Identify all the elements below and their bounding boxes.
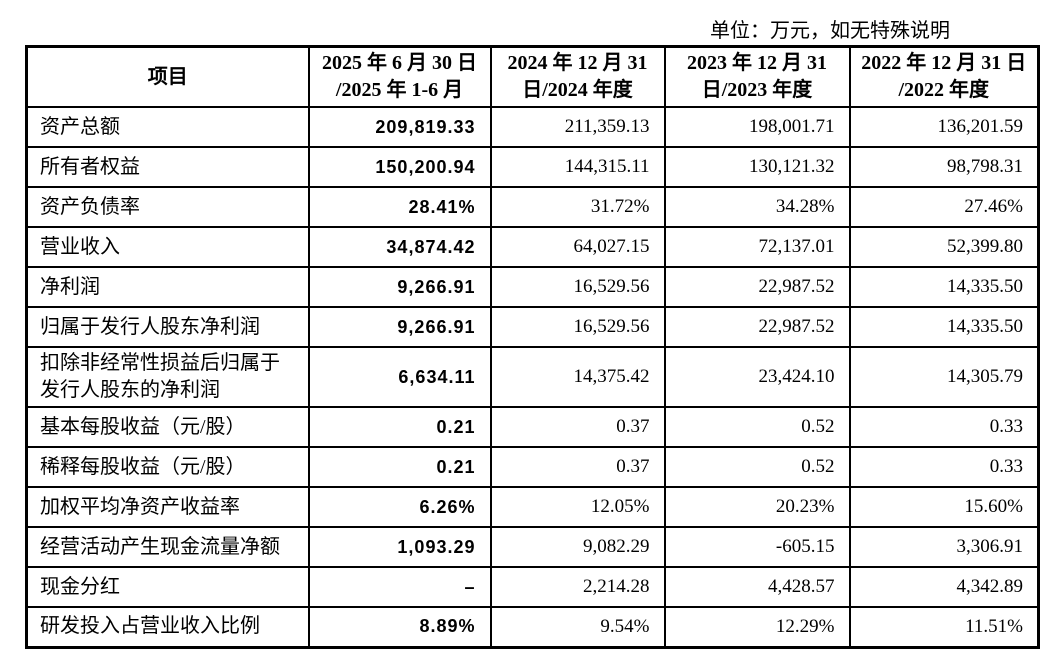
table-body: 资产总额 209,819.33 211,359.13 198,001.71 136,20… — [25, 106, 1040, 648]
row-label: 所有者权益 — [25, 146, 310, 188]
cell-2022: 52,399.80 — [848, 226, 1040, 268]
cell-2024: 2,214.28 — [489, 566, 666, 608]
cell-2025h1: 8.89% — [307, 606, 492, 648]
cell-2023: 34.28% — [663, 186, 851, 228]
cell-2024: 64,027.15 — [489, 226, 666, 268]
table-row: 所有者权益 150,200.94 144,315.11 130,121.32 98,79… — [25, 146, 1040, 188]
table-row: 归属于发行人股东净利润 9,266.91 16,529.56 22,987.52 14,… — [25, 306, 1040, 348]
cell-2023: 23,424.10 — [663, 346, 851, 408]
table-row: 加权平均净资产收益率 6.26% 12.05% 20.23% 15.60% — [25, 486, 1040, 528]
header-2024: 2024 年 12 月 31 日/2024 年度 — [489, 45, 666, 108]
cell-2024: 31.72% — [489, 186, 666, 228]
cell-2025h1: 34,874.42 — [307, 226, 492, 268]
table-row: 扣除非经常性损益后归属于 发行人股东的净利润 6,634.11 14,375.42 2… — [25, 346, 1040, 408]
row-label: 现金分红 — [25, 566, 310, 608]
row-label: 研发投入占营业收入比例 — [25, 606, 310, 648]
cell-2025h1: 150,200.94 — [307, 146, 492, 188]
cell-2023: 20.23% — [663, 486, 851, 528]
cell-2022: 15.60% — [848, 486, 1040, 528]
cell-2025h1: 9,266.91 — [307, 266, 492, 308]
row-label: 资产负债率 — [25, 186, 310, 228]
cell-2024: 9.54% — [489, 606, 666, 648]
row-label: 净利润 — [25, 266, 310, 308]
table-row: 稀释每股收益（元/股） 0.21 0.37 0.52 0.33 — [25, 446, 1040, 488]
row-label: 扣除非经常性损益后归属于 发行人股东的净利润 — [25, 346, 310, 408]
row-label: 归属于发行人股东净利润 — [25, 306, 310, 348]
row-label: 营业收入 — [25, 226, 310, 268]
cell-2022: 3,306.91 — [848, 526, 1040, 568]
row-label: 稀释每股收益（元/股） — [25, 446, 310, 488]
cell-2022: 11.51% — [848, 606, 1040, 648]
cell-2023: 22,987.52 — [663, 306, 851, 348]
cell-2024: 0.37 — [489, 446, 666, 488]
table-row: 经营活动产生现金流量净额 1,093.29 9,082.29 -605.15 3,306… — [25, 526, 1040, 568]
cell-2024: 144,315.11 — [489, 146, 666, 188]
table-row: 基本每股收益（元/股） 0.21 0.37 0.52 0.33 — [25, 406, 1040, 448]
cell-2023: 12.29% — [663, 606, 851, 648]
cell-2025h1: 6,634.11 — [307, 346, 492, 408]
cell-2025h1: 6.26% — [307, 486, 492, 528]
cell-2022: 14,335.50 — [848, 306, 1040, 348]
cell-2023: 198,001.71 — [663, 106, 851, 148]
cell-2025h1: 28.41% — [307, 186, 492, 228]
unit-note: 单位：万元，如无特殊说明 — [710, 20, 950, 42]
row-label: 资产总额 — [25, 106, 310, 148]
cell-2022: 98,798.31 — [848, 146, 1040, 188]
cell-2024: 211,359.13 — [489, 106, 666, 148]
cell-2023: 0.52 — [663, 446, 851, 488]
header-item-column: 项目 — [25, 45, 310, 108]
financial-summary-table: 项目 2025 年 6 月 30 日 /2025 年 1-6 月 2024 年 … — [25, 45, 1040, 649]
table-row: 净利润 9,266.91 16,529.56 22,987.52 14,335.50 — [25, 266, 1040, 308]
cell-2022: 27.46% — [848, 186, 1040, 228]
cell-2022: 14,305.79 — [848, 346, 1040, 408]
cell-2023: 130,121.32 — [663, 146, 851, 188]
cell-2025h1: 9,266.91 — [307, 306, 492, 348]
header-2022: 2022 年 12 月 31 日 /2022 年度 — [848, 45, 1040, 108]
cell-2024: 16,529.56 — [489, 306, 666, 348]
row-label: 经营活动产生现金流量净额 — [25, 526, 310, 568]
cell-2025h1: – — [307, 566, 492, 608]
cell-2023: 72,137.01 — [663, 226, 851, 268]
table-row: 资产负债率 28.41% 31.72% 34.28% 27.46% — [25, 186, 1040, 228]
cell-2025h1: 209,819.33 — [307, 106, 492, 148]
cell-2023: -605.15 — [663, 526, 851, 568]
cell-2022: 0.33 — [848, 406, 1040, 448]
cell-2023: 4,428.57 — [663, 566, 851, 608]
table-row: 资产总额 209,819.33 211,359.13 198,001.71 136,20… — [25, 106, 1040, 148]
row-label: 加权平均净资产收益率 — [25, 486, 310, 528]
cell-2023: 0.52 — [663, 406, 851, 448]
cell-2024: 14,375.42 — [489, 346, 666, 408]
table-row: 研发投入占营业收入比例 8.89% 9.54% 12.29% 11.51% — [25, 606, 1040, 648]
cell-2025h1: 0.21 — [307, 406, 492, 448]
cell-2024: 9,082.29 — [489, 526, 666, 568]
cell-2022: 14,335.50 — [848, 266, 1040, 308]
header-2023: 2023 年 12 月 31 日/2023 年度 — [663, 45, 851, 108]
cell-2024: 12.05% — [489, 486, 666, 528]
cell-2022: 0.33 — [848, 446, 1040, 488]
cell-2022: 136,201.59 — [848, 106, 1040, 148]
cell-2023: 22,987.52 — [663, 266, 851, 308]
cell-2024: 0.37 — [489, 406, 666, 448]
header-2025h1: 2025 年 6 月 30 日 /2025 年 1-6 月 — [307, 45, 492, 108]
cell-2024: 16,529.56 — [489, 266, 666, 308]
row-label: 基本每股收益（元/股） — [25, 406, 310, 448]
cell-2025h1: 0.21 — [307, 446, 492, 488]
table-header-row: 项目 2025 年 6 月 30 日 /2025 年 1-6 月 2024 年 … — [25, 45, 1040, 108]
table-row: 现金分红 –2,214.28 4,428.57 4,342.89 — [25, 566, 1040, 608]
table-row: 营业收入 34,874.42 64,027.15 72,137.01 52,399.80 — [25, 226, 1040, 268]
cell-2025h1: 1,093.29 — [307, 526, 492, 568]
cell-2022: 4,342.89 — [848, 566, 1040, 608]
